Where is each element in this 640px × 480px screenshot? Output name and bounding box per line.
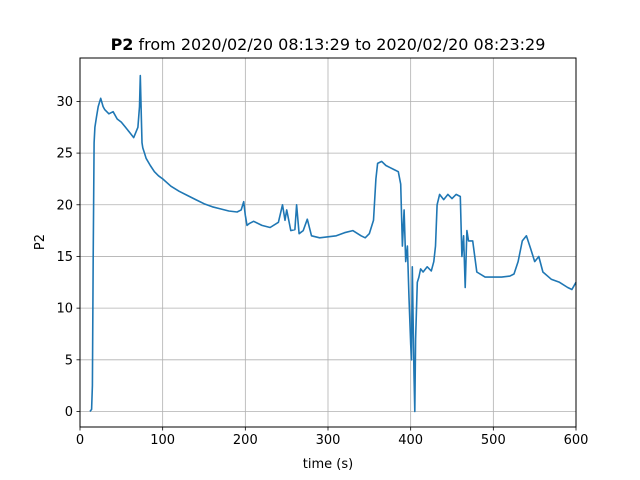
y-tick-label: 5 <box>65 353 73 368</box>
y-tick-label: 10 <box>56 302 73 317</box>
x-tick-label: 400 <box>398 433 423 448</box>
y-tick-label: 15 <box>56 250 73 265</box>
y-tick-label: 20 <box>56 198 73 213</box>
series-group <box>89 74 577 413</box>
y-tick-label: 30 <box>56 95 73 110</box>
chart-title-rest: from 2020/02/20 08:13:29 to 2020/02/20 0… <box>133 35 545 54</box>
x-axis-ticks: 0 100 200 300 400 500 600 <box>76 427 589 448</box>
x-tick-label: 500 <box>481 433 506 448</box>
x-tick-label: 200 <box>233 433 258 448</box>
y-axis-label: P2 <box>33 234 48 250</box>
y-tick-label: 25 <box>56 147 73 162</box>
x-tick-label: 100 <box>150 433 175 448</box>
grid-lines <box>79 58 577 427</box>
chart-title: P2 from 2020/02/20 08:13:29 to 2020/02/2… <box>111 35 546 54</box>
x-tick-label: 0 <box>76 433 84 448</box>
x-tick-label: 600 <box>564 433 589 448</box>
x-tick-label: 300 <box>316 433 341 448</box>
x-axis-label: time (s) <box>303 457 353 472</box>
y-axis-ticks: 0 5 10 15 20 25 30 <box>56 95 80 420</box>
y-tick-label: 0 <box>65 405 73 420</box>
series-line <box>89 74 577 413</box>
chart-title-bold: P2 <box>111 35 134 54</box>
